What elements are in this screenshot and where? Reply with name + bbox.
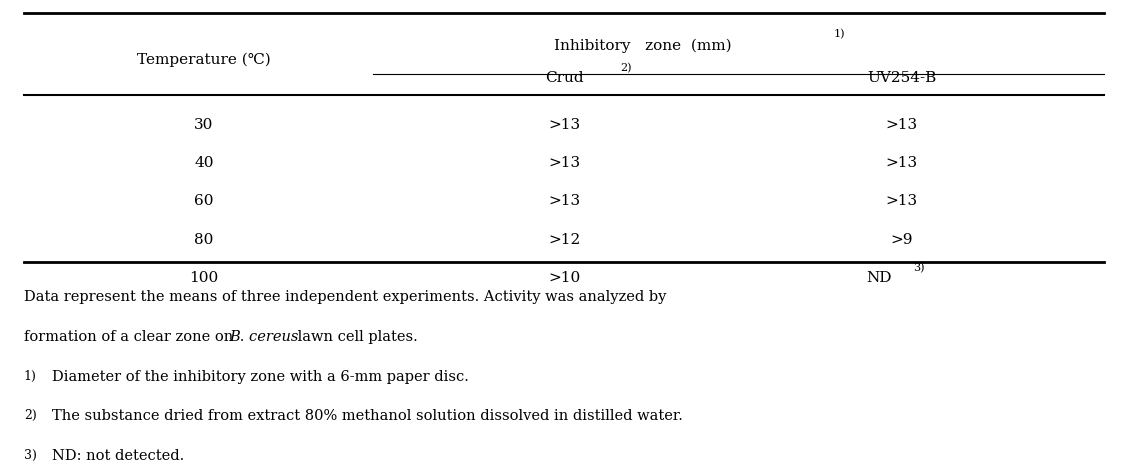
Text: >13: >13: [548, 194, 580, 208]
Text: 2): 2): [24, 409, 36, 422]
Text: >13: >13: [885, 118, 918, 132]
Text: Data represent the means of three independent experiments. Activity was analyzed: Data represent the means of three indepe…: [24, 290, 667, 304]
Text: Diameter of the inhibitory zone with a 6-mm paper disc.: Diameter of the inhibitory zone with a 6…: [52, 370, 469, 384]
Text: Temperature (℃): Temperature (℃): [138, 53, 271, 67]
Text: ND: not detected.: ND: not detected.: [52, 449, 184, 463]
Text: >13: >13: [548, 156, 580, 170]
Text: The substance dried from extract 80% methanol solution dissolved in distilled wa: The substance dried from extract 80% met…: [52, 409, 682, 424]
Text: B. cereus: B. cereus: [229, 330, 299, 344]
Text: 60: 60: [194, 194, 213, 208]
Text: 30: 30: [194, 118, 213, 132]
Text: 3): 3): [24, 449, 37, 462]
Text: >13: >13: [885, 194, 918, 208]
Text: lawn cell plates.: lawn cell plates.: [293, 330, 418, 344]
Text: UV254-B: UV254-B: [867, 71, 936, 85]
Text: formation of a clear zone on: formation of a clear zone on: [24, 330, 238, 344]
Text: >12: >12: [548, 233, 580, 247]
Text: Crud: Crud: [545, 71, 583, 85]
Text: 100: 100: [190, 271, 219, 285]
Text: 80: 80: [194, 233, 213, 247]
Text: >9: >9: [890, 233, 913, 247]
Text: ND: ND: [866, 271, 892, 285]
Text: 3): 3): [913, 263, 924, 273]
Text: >13: >13: [548, 118, 580, 132]
Text: 2): 2): [620, 63, 632, 73]
Text: Inhibitory   zone  (mm): Inhibitory zone (mm): [554, 38, 732, 53]
Text: 1): 1): [24, 370, 37, 383]
Text: >13: >13: [885, 156, 918, 170]
Text: 40: 40: [194, 156, 213, 170]
Text: >10: >10: [548, 271, 580, 285]
Text: 1): 1): [834, 29, 845, 39]
